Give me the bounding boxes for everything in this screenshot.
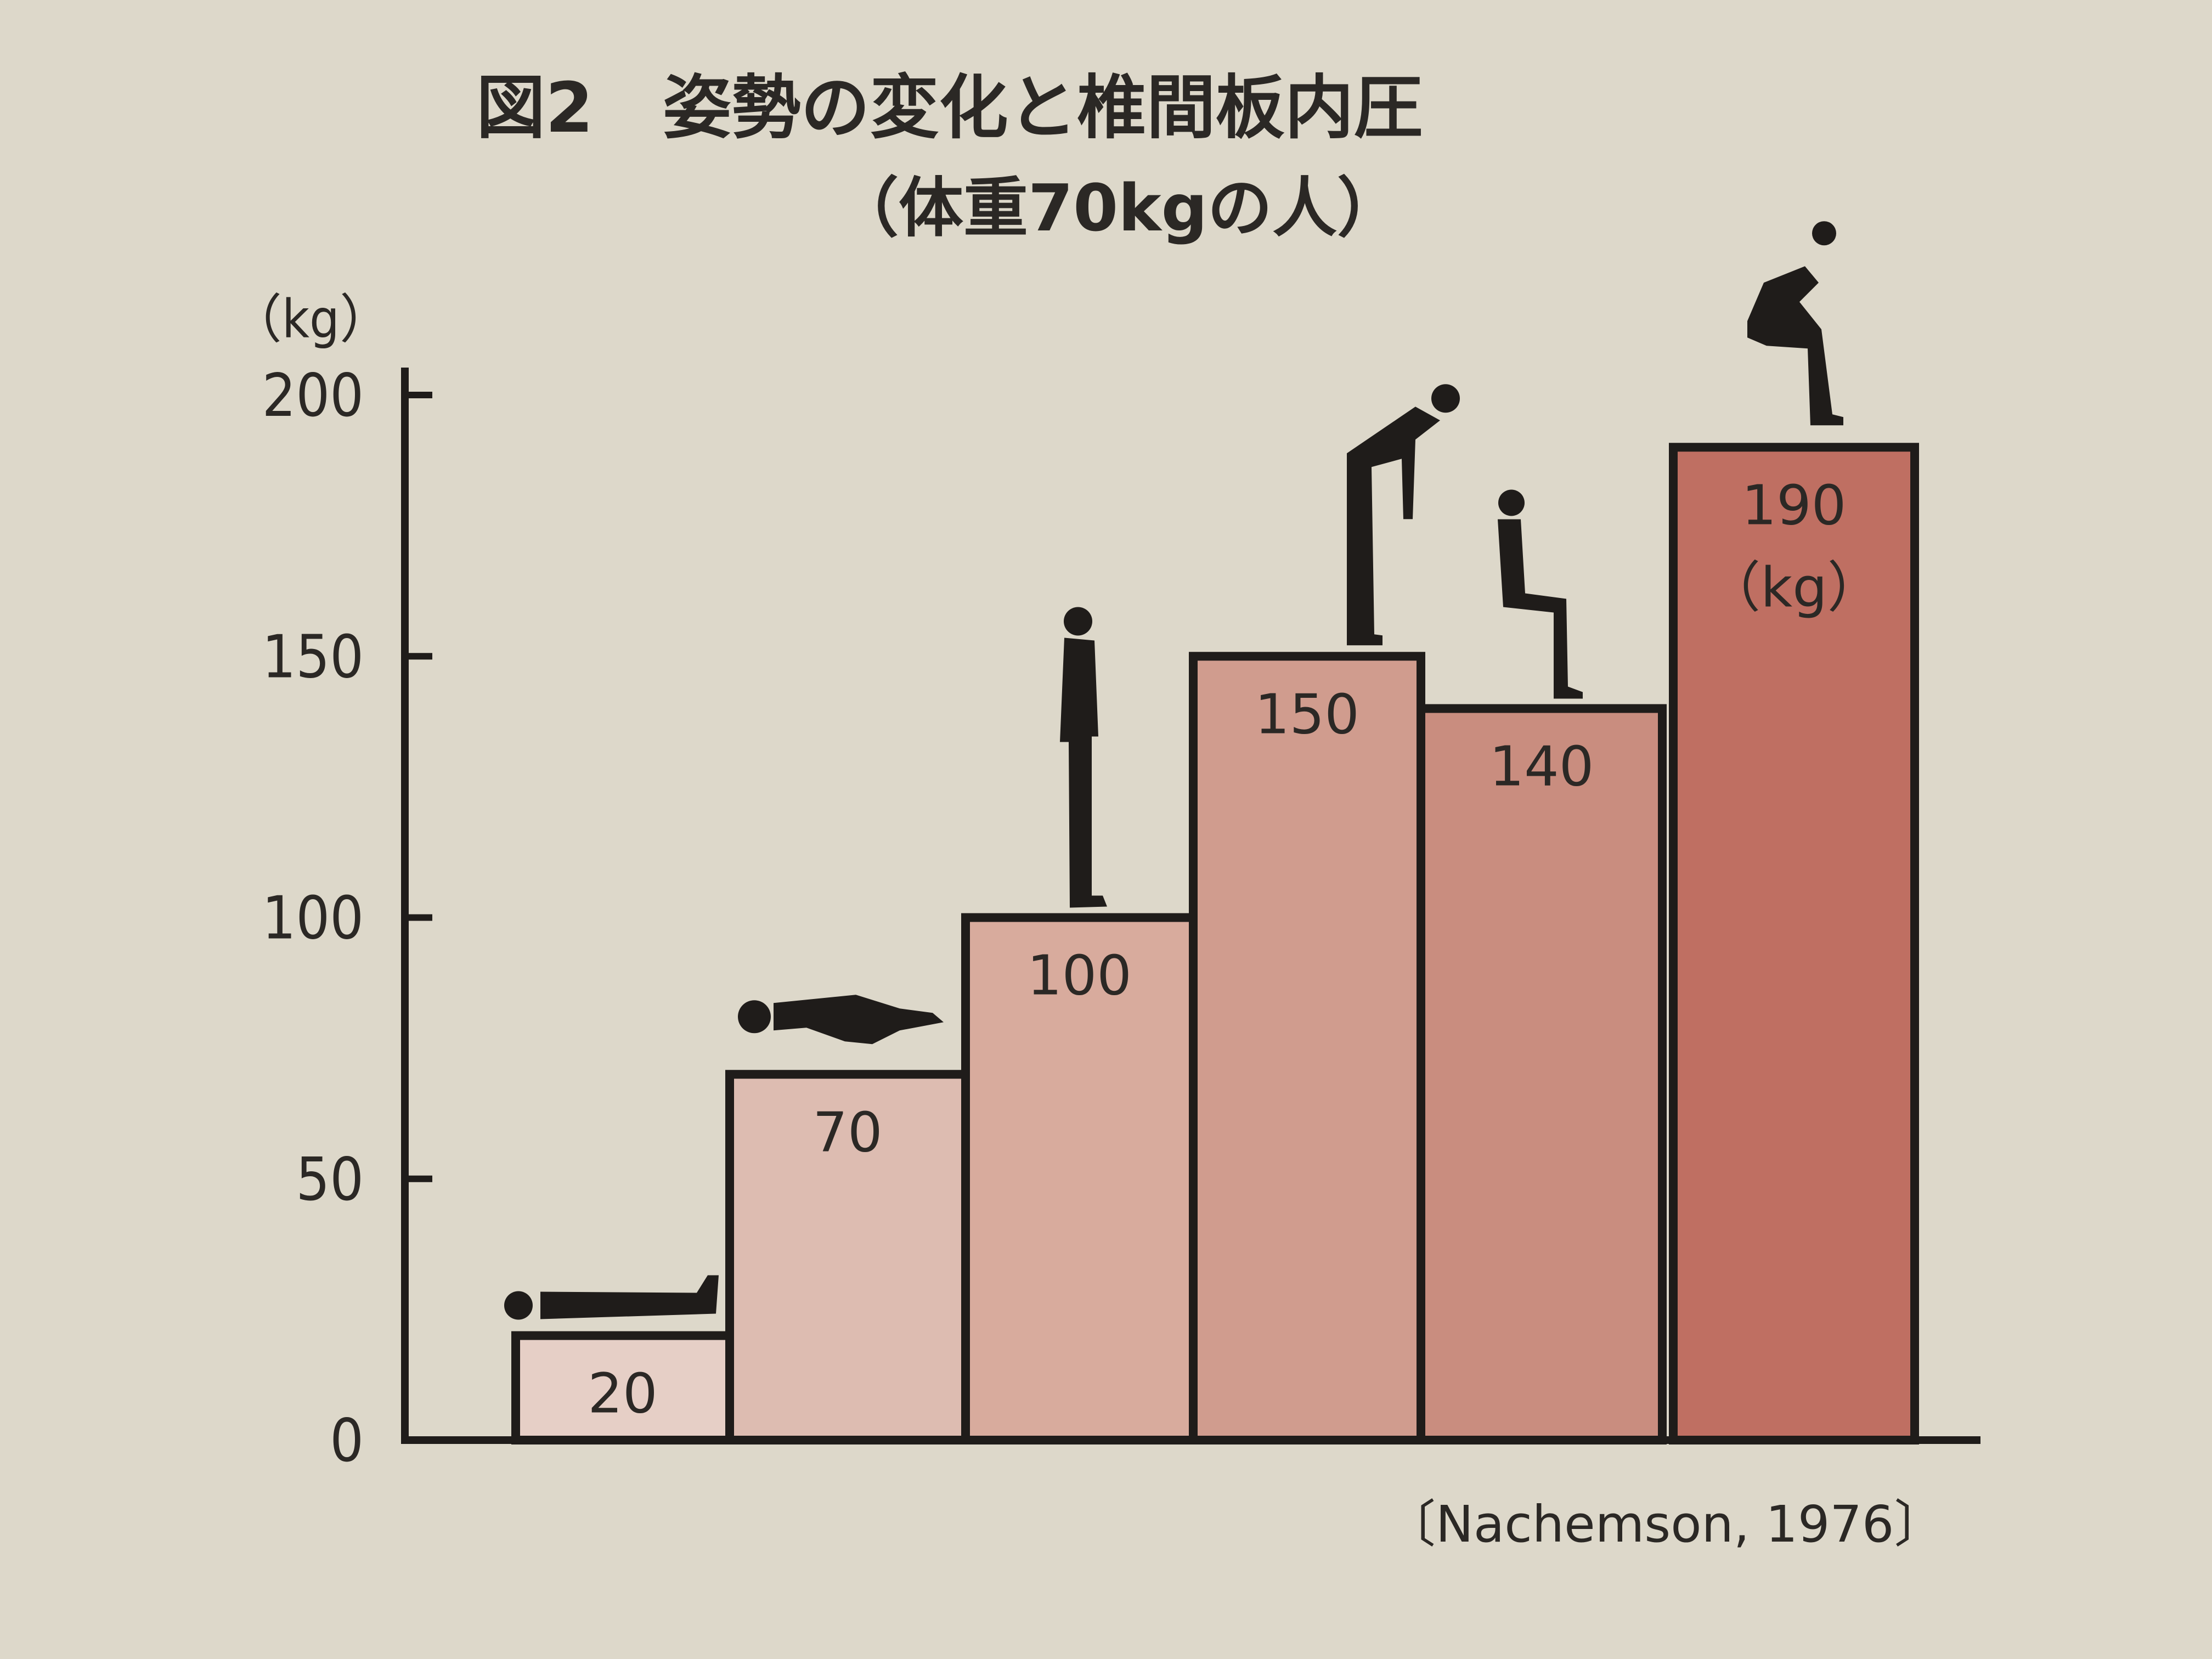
- bar-value-label-0: 20: [588, 1362, 657, 1426]
- bar-value-unit-label: （kg）: [1706, 555, 1882, 619]
- sitting-bending-forward-icon: [1747, 221, 1843, 426]
- chart-title: 図2 姿勢の変化と椎間板内圧: [476, 67, 1423, 148]
- labels-layer: 20 70 100 150 140 190 （kg） 0 50 100 150 200: [262, 362, 1882, 1475]
- bars-layer: [511, 443, 1919, 1444]
- bar-value-label-2: 100: [1027, 944, 1132, 1008]
- y-tick-label-1: 50: [296, 1146, 364, 1214]
- y-axis-unit-label: （kg）: [229, 289, 392, 350]
- bar-1: [725, 1070, 970, 1444]
- bar-value-label-4: 140: [1489, 735, 1594, 799]
- bar-3: [1189, 652, 1425, 1444]
- sitting-icon: [1498, 489, 1583, 699]
- y-tick-label-4: 200: [262, 362, 364, 430]
- bar-5: [1669, 443, 1919, 1444]
- bar-value-label-1: 70: [812, 1100, 882, 1164]
- y-tick-label-0: 0: [330, 1407, 364, 1475]
- y-tick-label-3: 150: [262, 623, 364, 691]
- chart-subtitle: （体重70kgの人）: [834, 170, 1402, 246]
- axes-layer: [401, 368, 1980, 1444]
- bar-4: [1417, 704, 1667, 1444]
- bending-forward-icon: [1347, 384, 1460, 646]
- bar-value-label-3: 150: [1255, 682, 1359, 746]
- lying-supine-icon: [504, 1275, 719, 1320]
- lying-side-icon: [738, 995, 944, 1045]
- y-tick-label-2: 100: [262, 884, 364, 953]
- source-citation: 〔Nachemson, 1976〕: [1385, 1495, 1944, 1554]
- standing-icon: [1060, 607, 1107, 908]
- bar-value-label-5: 190: [1742, 473, 1847, 537]
- posture-icons-layer: [504, 221, 1843, 1320]
